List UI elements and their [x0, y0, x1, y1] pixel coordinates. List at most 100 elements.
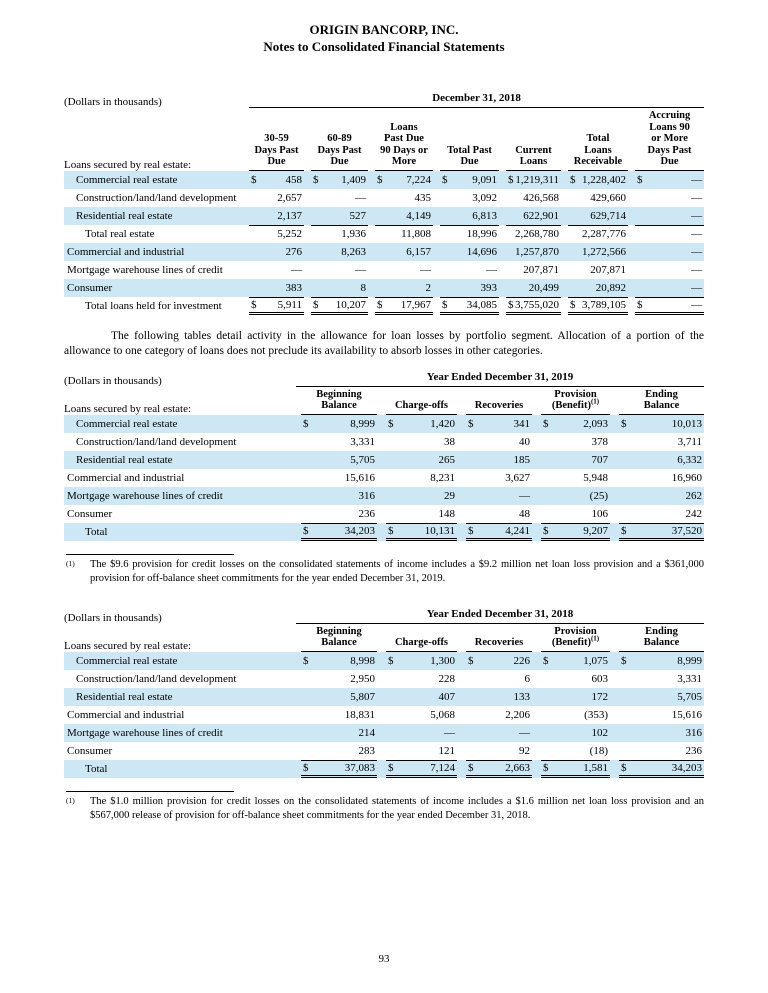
footnote-2019: (1) The $9.6 provision for credit losses …: [64, 553, 704, 586]
amount: 14,696: [466, 245, 497, 258]
amount: —: [420, 263, 431, 276]
currency-symbol: $: [621, 417, 627, 430]
cell-value: 18,996: [440, 224, 499, 243]
amount: —: [486, 263, 497, 276]
value-cell: 207,871: [499, 261, 561, 279]
value-cell: 29: [377, 487, 457, 505]
amount: 8,263: [341, 245, 366, 258]
column-header: Total Past Due: [440, 143, 499, 171]
value-cell: 185: [457, 451, 532, 469]
amount: 5,705: [350, 453, 375, 466]
column-header-cell: Loans Past Due 90 Days or More: [368, 108, 433, 171]
cell-value: 20,499: [506, 279, 561, 297]
cell-value: $458: [249, 171, 304, 189]
cell-value: 393: [440, 279, 499, 297]
value-cell: 6,332: [610, 451, 704, 469]
cell-value: 2,287,776: [568, 224, 628, 243]
column-header-cell: Ending Balance: [610, 624, 705, 652]
cell-value: 6: [466, 670, 532, 688]
value-cell: $10,013: [610, 415, 704, 433]
row-label: Commercial and industrial: [67, 471, 185, 484]
amount: 236: [685, 744, 703, 757]
row-label: Construction/land/land development: [76, 672, 237, 685]
value-cell: (25): [532, 487, 610, 505]
amount: 207,871: [523, 263, 559, 276]
amount: 10,207: [335, 298, 366, 311]
cell-value: $9,091: [440, 171, 499, 189]
value-cell: $37,083: [292, 759, 377, 778]
amount: —: [691, 209, 703, 222]
value-cell: 20,892: [561, 279, 628, 297]
amount: —: [291, 263, 302, 276]
row-label: Mortgage warehouse lines of credit: [67, 489, 223, 502]
cell-value: 5,705: [619, 688, 704, 706]
cell-value: 6,813: [440, 207, 499, 225]
amount: —: [691, 298, 703, 311]
cell-value: $8,999: [301, 415, 377, 433]
value-cell: 1,272,566: [561, 243, 628, 261]
value-cell: 133: [457, 688, 532, 706]
currency-symbol: $: [388, 654, 394, 667]
cell-value: $2,663: [466, 759, 532, 778]
amount: 1,257,870: [515, 245, 559, 258]
value-cell: 6,157: [368, 243, 433, 261]
amount: 458: [285, 173, 303, 186]
row-label: Consumer: [67, 281, 113, 294]
value-cell: 707: [532, 451, 610, 469]
column-header-row: Loans secured by real estate: Beginning Ba…: [64, 387, 705, 415]
cell-value: 2: [375, 279, 433, 297]
cell-value: $4,241: [466, 522, 532, 541]
body-paragraph: The following tables detail activity in …: [64, 329, 704, 357]
table-row: Commercial and industrial 276 8,263 6,157 14…: [64, 242, 705, 261]
value-cell: —: [628, 207, 704, 225]
footnote-marker: (1): [66, 795, 75, 805]
cell-value: 2,950: [301, 670, 377, 688]
cell-value: 185: [466, 451, 532, 469]
cell-value: 3,331: [301, 433, 377, 451]
cell-value: 228: [386, 670, 457, 688]
value-cell: $ —: [628, 296, 705, 315]
cell-value: —: [635, 243, 704, 261]
cell-value: 2,657: [249, 189, 304, 207]
value-cell: 2,657: [242, 189, 304, 207]
cell-value: $341: [466, 415, 532, 433]
column-header: Beginning Balance: [301, 387, 377, 415]
cell-value: 214: [301, 724, 377, 742]
value-cell: 5,948: [532, 469, 610, 487]
table-row: Residential real estate 2,137 527 4,149 6,81…: [64, 206, 705, 225]
cell-value: $3,789,105: [568, 296, 628, 315]
value-cell: 1,936: [304, 224, 368, 243]
amount: 236: [358, 507, 376, 520]
period-row: (Dollars in thousands) Year Ended Decembe…: [64, 604, 705, 624]
amount: 435: [414, 191, 432, 204]
cell-value: 426,568: [506, 189, 561, 207]
value-cell: 2,950: [292, 670, 377, 688]
value-cell: $1,409: [304, 171, 368, 189]
document-title: Notes to Consolidated Financial Statemen…: [263, 39, 505, 54]
column-header: Recoveries: [466, 635, 532, 652]
cell-value: 435: [375, 189, 433, 207]
amount: —: [355, 191, 366, 204]
amount: —: [519, 489, 530, 502]
value-cell: 148: [377, 505, 457, 523]
row-label: Construction/land/land development: [76, 435, 237, 448]
amount: 622,901: [523, 209, 559, 222]
period-row: (Dollars in thousands) Year Ended Decembe…: [64, 367, 705, 387]
amount: 242: [685, 507, 703, 520]
amount: 102: [591, 726, 609, 739]
cell-value: 207,871: [568, 261, 628, 279]
footnote-body: (1) The $9.6 provision for credit losses …: [64, 558, 704, 586]
value-cell: 2,268,780: [499, 224, 561, 243]
cell-value: 5,252: [249, 224, 304, 243]
cell-value: 276: [249, 243, 304, 261]
amount: 8,999: [350, 417, 375, 430]
value-cell: $9,207: [532, 522, 610, 541]
value-cell: —: [368, 261, 433, 279]
amount: 15,616: [344, 471, 375, 484]
cell-value: $34,085: [440, 296, 499, 315]
cell-value: 429,660: [568, 189, 628, 207]
value-cell: 11,808: [368, 224, 433, 243]
cell-value: —: [311, 261, 368, 279]
amount: (25): [589, 489, 608, 502]
amount: 1,581: [583, 761, 608, 774]
